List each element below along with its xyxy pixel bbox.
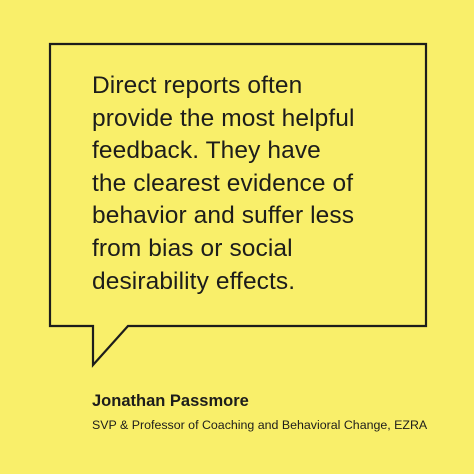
author-title: SVP & Professor of Coaching and Behavior… [92,418,428,432]
quote-line: desirability effects. [92,267,296,295]
quote-line: behavior and suffer less [92,202,355,230]
quote-line: the clearest evidence of [92,169,354,197]
quote-text: Direct reports often provide the most he… [92,70,412,298]
quote-line: Direct reports often [92,72,303,99]
quote-line: from bias or social [92,234,293,262]
author-name: Jonathan Passmore [92,392,249,410]
quote-line: feedback. They have [92,137,321,165]
speech-bubble-outline [48,42,428,368]
quote-line: provide the most helpful [92,104,355,132]
